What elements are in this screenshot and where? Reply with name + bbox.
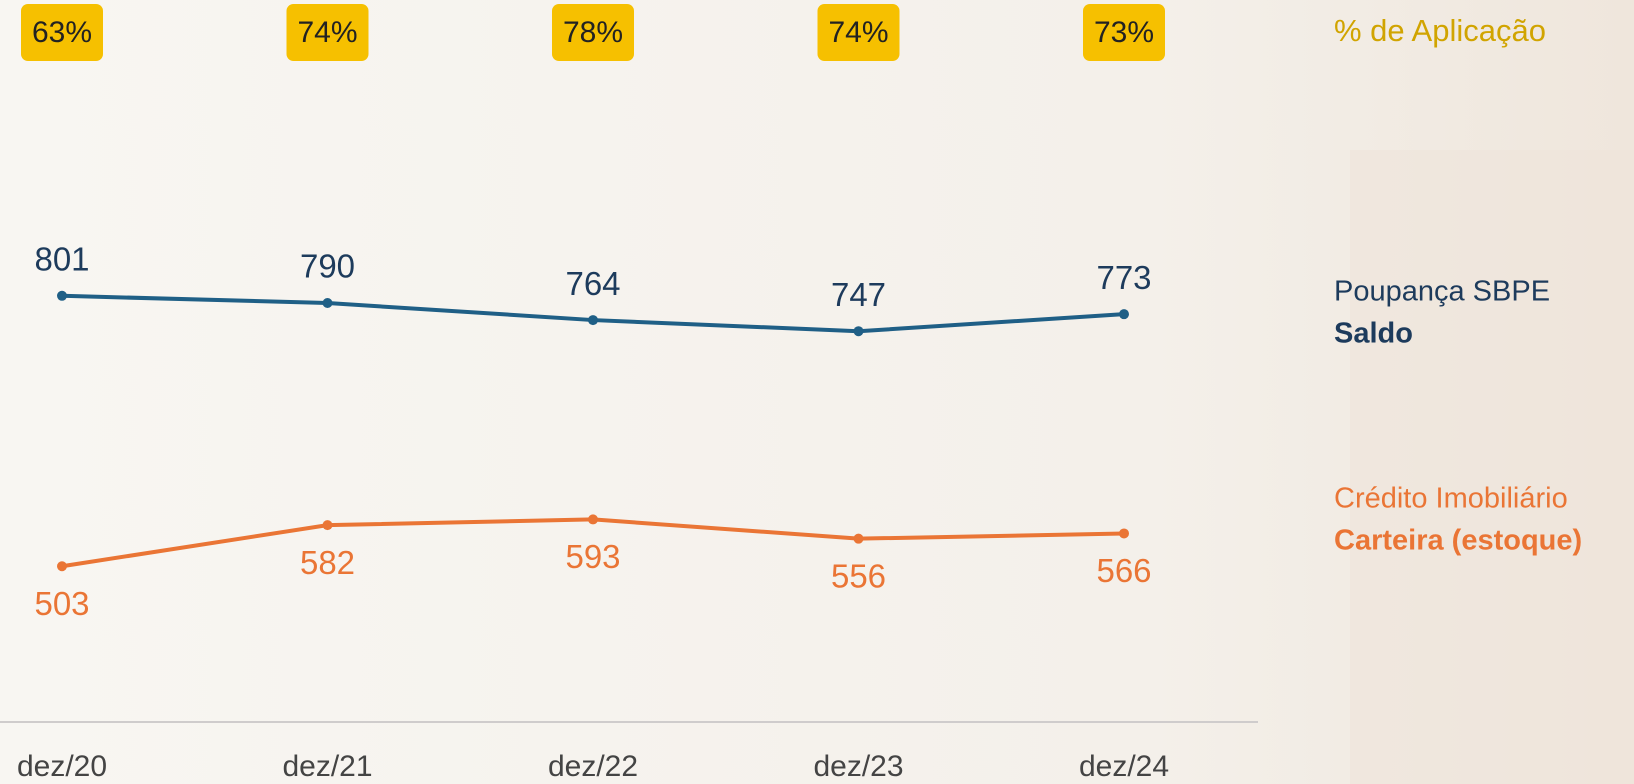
data-label: 790 [300,248,355,285]
data-label: 582 [300,544,355,581]
data-label: 593 [565,538,620,575]
data-point [588,514,598,525]
x-tick-label: dez/21 [282,750,372,783]
percent-label: 73% [1094,16,1154,49]
data-label: 556 [831,557,886,594]
percent-label: 74% [297,16,357,49]
data-label: 503 [34,585,89,622]
percent-label: 63% [32,16,92,49]
data-point [853,533,864,544]
legend-sublabel: Carteira (estoque) [1334,525,1582,557]
x-tick-label: dez/23 [813,750,903,783]
data-point [322,298,333,309]
x-tick-label: dez/20 [17,750,107,783]
data-point [1119,309,1129,320]
data-point [1119,528,1129,539]
percent-badge [21,4,103,61]
data-label: 747 [831,276,886,313]
legend-label: Crédito Imobiliário [1334,483,1568,515]
data-point [588,315,598,326]
percent-label: 74% [828,16,888,49]
data-point [57,290,67,301]
percent-badge [286,4,369,61]
data-label: 764 [565,265,620,302]
legend-sublabel: Saldo [1334,318,1413,350]
percent-badge [817,4,900,61]
data-label: 801 [34,241,89,278]
data-label: 773 [1096,259,1151,296]
x-tick-label: dez/24 [1079,750,1169,783]
legend-label: Poupança SBPE [1334,276,1550,308]
percent-badge [552,4,634,61]
legend-label: % de Aplicação [1334,13,1546,48]
data-point [57,561,67,572]
house-decoration [1350,150,1634,784]
data-point [853,326,864,337]
x-tick-label: dez/22 [548,750,638,783]
data-label: 566 [1096,552,1151,589]
percent-label: 78% [563,16,623,49]
data-point [322,520,333,531]
percent-badge [1083,4,1165,61]
